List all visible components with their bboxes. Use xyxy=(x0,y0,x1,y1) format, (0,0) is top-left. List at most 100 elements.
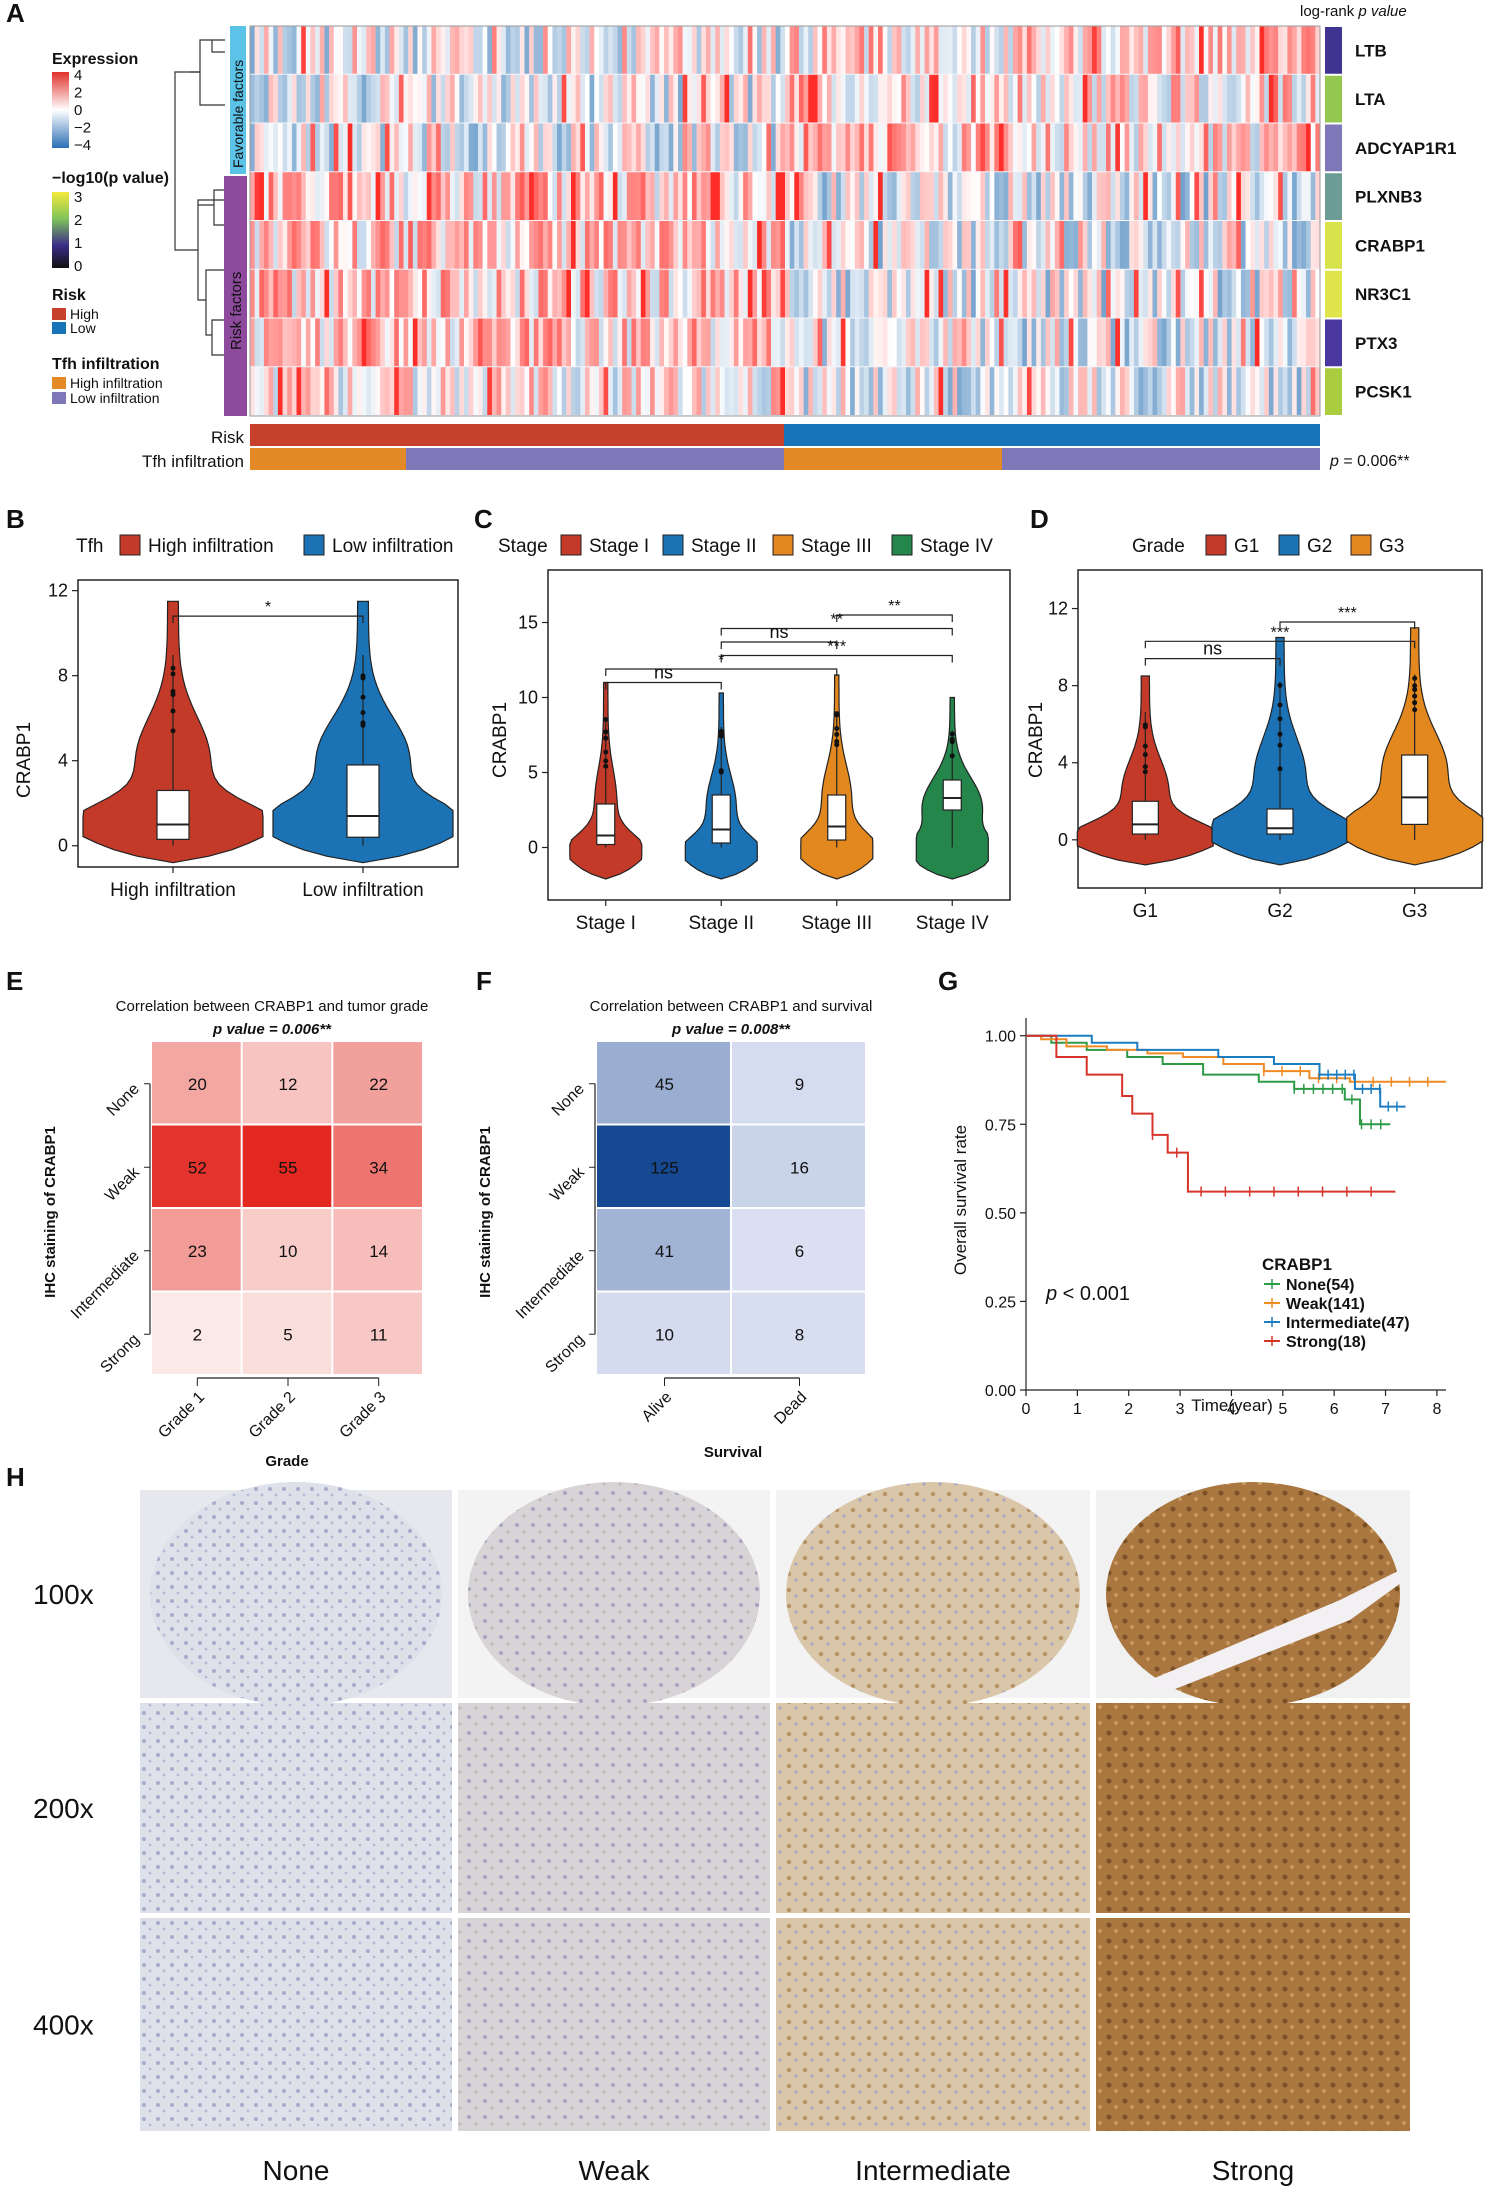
heatmap-cell xyxy=(1157,74,1163,123)
heatmap-cell xyxy=(1287,367,1293,415)
heatmap-cell xyxy=(1152,318,1158,367)
heatmap-cell xyxy=(864,172,870,220)
heatmap-cell xyxy=(975,74,981,123)
heatmap-cell xyxy=(394,367,400,415)
heatmap-cell xyxy=(999,123,1004,172)
heatmap-cell xyxy=(1110,318,1116,367)
heatmap-cell xyxy=(999,367,1004,415)
heatmap-cell xyxy=(389,269,395,318)
km-curve xyxy=(1026,1034,1406,1108)
heatmap-cell xyxy=(464,172,469,220)
heatmap-cell xyxy=(524,221,530,269)
heatmap-cell xyxy=(1226,269,1232,318)
heatmap-cell xyxy=(417,26,423,74)
heatmap-cell xyxy=(1031,221,1037,269)
heatmap-cell xyxy=(701,74,707,123)
heatmap-cell xyxy=(878,269,883,318)
heatmap-cell xyxy=(1175,123,1181,172)
heatmap-cell xyxy=(538,26,544,74)
heatmap-cell xyxy=(473,269,479,318)
heatmap-cell xyxy=(1129,269,1135,318)
heatmap-cell xyxy=(1217,26,1223,74)
heatmap-cell xyxy=(696,318,702,367)
heatmap-cell xyxy=(715,123,721,172)
heatmap-cell xyxy=(845,74,851,123)
heatmap-cell xyxy=(938,123,944,172)
heatmap-cell xyxy=(626,26,632,74)
heatmap-cell xyxy=(515,26,521,74)
heatmap-cell xyxy=(515,367,521,415)
heatmap-cell xyxy=(431,74,437,123)
heatmap-cell xyxy=(645,172,651,220)
heatmap-cell xyxy=(938,318,944,367)
heatmap-cell xyxy=(794,367,800,415)
heatmap-cell xyxy=(910,123,916,172)
heatmap-cell xyxy=(1217,123,1223,172)
heatmap-cell xyxy=(477,123,483,172)
heatmap-cell xyxy=(501,123,507,172)
significance-label: ns xyxy=(1203,639,1222,659)
heatmap-cell xyxy=(761,221,767,269)
heatmap-cell xyxy=(985,26,990,74)
heatmap-cell xyxy=(1217,318,1223,367)
heatmap-cell xyxy=(431,26,437,74)
heatmap-cell xyxy=(966,367,972,415)
heatmap-cell xyxy=(966,172,972,220)
heatmap-cell xyxy=(1022,123,1028,172)
heatmap-cell xyxy=(412,318,418,367)
heatmap-cell xyxy=(701,269,707,318)
heatmap-cell xyxy=(952,172,958,220)
plot-frame xyxy=(547,569,1011,901)
heatmap-cell xyxy=(1268,367,1274,415)
heatmap-cell xyxy=(1050,172,1056,220)
heatmap-cell xyxy=(1143,172,1149,220)
heatmap-cell xyxy=(561,318,567,367)
heatmap-cell xyxy=(892,26,897,74)
heatmap-cell xyxy=(882,172,888,220)
heatmap-cell xyxy=(296,367,302,415)
heatmap-cell xyxy=(496,74,502,123)
outlier-point xyxy=(834,732,840,738)
heatmap-cell xyxy=(259,367,265,415)
heatmap-cell xyxy=(994,26,1000,74)
heatmap-cell xyxy=(333,74,339,123)
y-tick-label: 4 xyxy=(1058,753,1068,773)
heatmap-cell xyxy=(454,26,460,74)
heatmap-cell xyxy=(1008,269,1014,318)
heatmap-cell xyxy=(882,318,888,367)
heatmap-cell xyxy=(1315,269,1321,318)
heatmap-cell xyxy=(291,74,297,123)
heatmap-cell xyxy=(1036,26,1042,74)
heatmap-cell xyxy=(1036,123,1042,172)
heatmap-cell xyxy=(999,269,1004,318)
heatmap-cell xyxy=(896,172,902,220)
heatmap-cell xyxy=(910,367,916,415)
heatmap-cell xyxy=(896,269,902,318)
heatmap-cell xyxy=(850,172,856,220)
heatmap-cell xyxy=(459,221,465,269)
heatmap-cell xyxy=(1203,318,1209,367)
heatmap-cell xyxy=(1180,172,1186,220)
heatmap-cell xyxy=(431,123,437,172)
heatmap-cell xyxy=(831,318,837,367)
heatmap-cell xyxy=(1306,269,1311,318)
heatmap-cell xyxy=(1073,123,1079,172)
heatmap-cell xyxy=(487,367,493,415)
heatmap-cell xyxy=(1161,123,1167,172)
heatmap-cell xyxy=(515,269,521,318)
heatmap-cell xyxy=(426,123,432,172)
heatmap-cell xyxy=(315,269,321,318)
heatmap-cell xyxy=(1133,367,1139,415)
heatmap-cell xyxy=(1054,172,1060,220)
heatmap-cell xyxy=(1166,123,1172,172)
heatmap-cell xyxy=(524,367,530,415)
outlier-point xyxy=(603,729,609,735)
heatmap-cell xyxy=(994,123,1000,172)
heatmap-cell xyxy=(747,74,753,123)
heatmap-cell xyxy=(384,318,390,367)
heatmap-cell xyxy=(738,318,744,367)
heatmap-cell xyxy=(347,123,353,172)
heatmap-cell xyxy=(329,221,335,269)
gene-label: LTA xyxy=(1355,90,1386,109)
heatmap-cell xyxy=(282,221,288,269)
